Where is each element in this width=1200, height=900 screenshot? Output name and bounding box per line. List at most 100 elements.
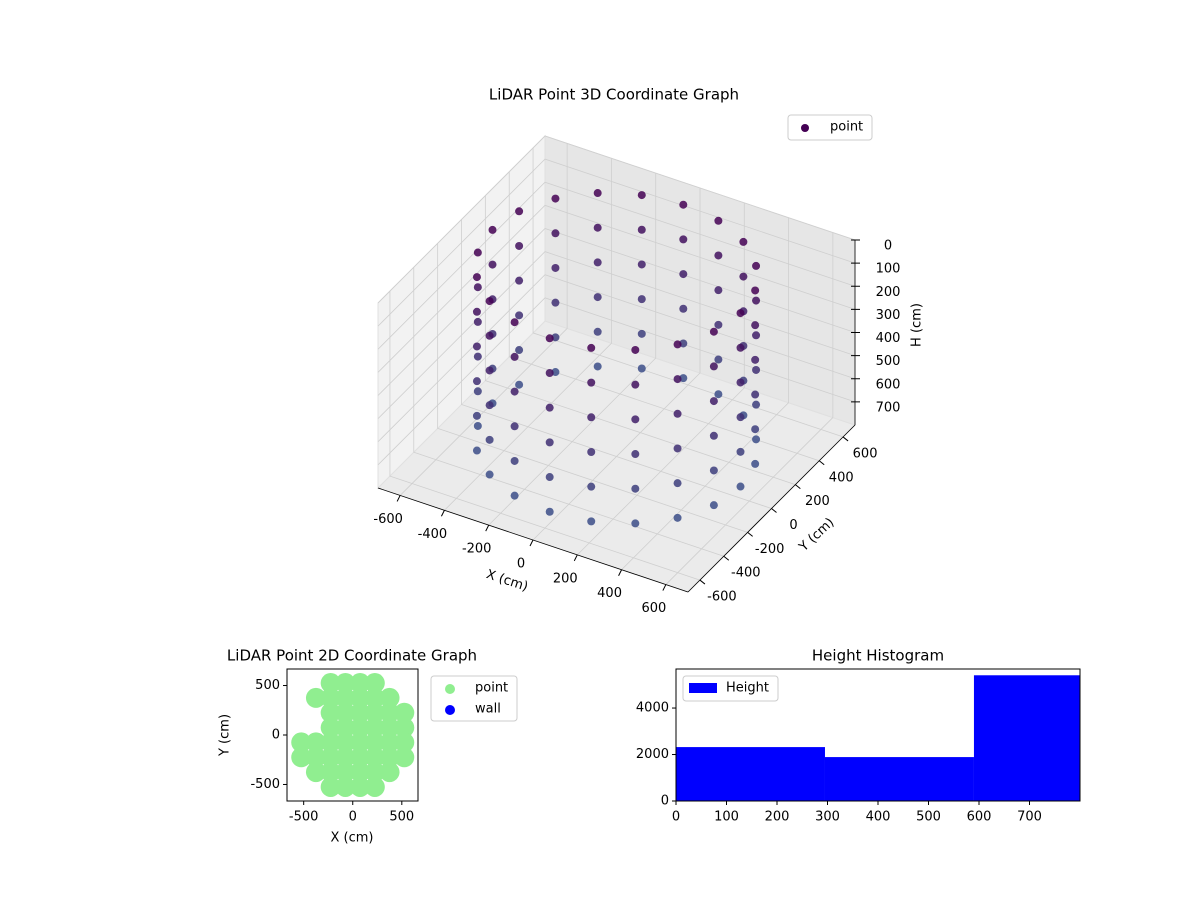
point — [485, 297, 494, 306]
point — [485, 366, 494, 375]
legend-marker — [801, 124, 809, 132]
bar — [676, 747, 825, 801]
point — [736, 343, 745, 352]
point — [631, 450, 640, 459]
chart-title: LiDAR Point 2D Coordinate Graph — [227, 647, 477, 665]
point — [751, 321, 760, 330]
plot-area — [291, 673, 415, 797]
x-tick-label: 300 — [815, 810, 840, 825]
point — [379, 747, 400, 768]
y-tick — [842, 436, 849, 442]
point — [320, 732, 341, 753]
point — [350, 732, 371, 753]
point — [714, 355, 723, 364]
y-tick — [723, 555, 730, 561]
point — [515, 311, 524, 320]
point — [593, 189, 602, 198]
legend-box — [430, 675, 518, 722]
y-tick-label: -600 — [707, 590, 737, 605]
point — [515, 346, 524, 355]
point — [305, 687, 326, 708]
point — [510, 387, 519, 396]
point — [472, 377, 481, 386]
point — [320, 702, 341, 723]
point — [472, 273, 481, 282]
point — [637, 295, 646, 304]
x-tick-label: 0 — [349, 810, 357, 825]
grid-line — [377, 158, 856, 327]
point — [545, 438, 554, 447]
z-tick-label: 0 — [884, 239, 892, 254]
point — [335, 776, 356, 797]
point — [291, 732, 312, 753]
point — [593, 362, 602, 371]
point — [320, 762, 341, 783]
point — [593, 293, 602, 302]
point — [709, 362, 718, 371]
point — [473, 421, 482, 430]
point — [485, 401, 494, 410]
point — [673, 375, 682, 384]
point — [545, 403, 554, 412]
y-tick — [795, 484, 801, 490]
point — [631, 380, 640, 389]
x-tick — [529, 539, 534, 547]
point — [335, 687, 356, 708]
grid-line — [577, 202, 745, 556]
grid-line — [377, 228, 856, 396]
point — [473, 317, 482, 326]
y-tick-label: -500 — [250, 777, 280, 792]
legend-box — [682, 675, 779, 702]
point — [379, 702, 400, 723]
point — [320, 717, 341, 738]
point — [752, 400, 761, 409]
legend-box — [787, 114, 873, 141]
grid-line — [377, 135, 856, 304]
grid-line — [665, 232, 834, 585]
legend-swatch — [689, 683, 717, 693]
point — [394, 747, 415, 768]
point — [510, 422, 519, 431]
point — [709, 397, 718, 406]
grid-line — [444, 158, 612, 511]
grid-line — [413, 267, 724, 557]
y-tick — [771, 508, 777, 513]
grid-line — [389, 291, 701, 581]
point — [335, 673, 356, 694]
bar — [824, 757, 974, 801]
point — [510, 352, 519, 361]
grid-line — [508, 171, 820, 462]
y-tick-label: -400 — [731, 566, 761, 581]
x-tick-label: 500 — [916, 810, 941, 825]
point — [709, 501, 718, 510]
grid-line — [484, 195, 796, 486]
point — [631, 345, 640, 354]
chart-title: LiDAR Point 3D Coordinate Graph — [489, 86, 739, 104]
x-tick — [485, 524, 490, 532]
x-tick-label: 100 — [714, 810, 739, 825]
point — [551, 194, 560, 203]
point — [751, 425, 760, 434]
point — [637, 329, 646, 338]
point — [593, 223, 602, 232]
x-tick-label: 600 — [641, 601, 666, 616]
point — [709, 327, 718, 336]
point — [673, 513, 682, 522]
point — [673, 444, 682, 453]
point — [320, 747, 341, 768]
y-tick-label: 600 — [853, 446, 878, 461]
point — [545, 473, 554, 482]
legend-label: Height — [726, 681, 769, 696]
point — [364, 673, 385, 694]
point — [335, 702, 356, 723]
point — [739, 272, 748, 281]
x-tick-label: 0 — [517, 557, 525, 572]
point — [673, 409, 682, 418]
z-tick-label: 100 — [876, 262, 901, 277]
point — [736, 309, 745, 318]
point — [515, 276, 524, 285]
point — [739, 237, 748, 246]
z-tick-label: 600 — [876, 377, 901, 392]
point — [379, 687, 400, 708]
point — [515, 380, 524, 389]
